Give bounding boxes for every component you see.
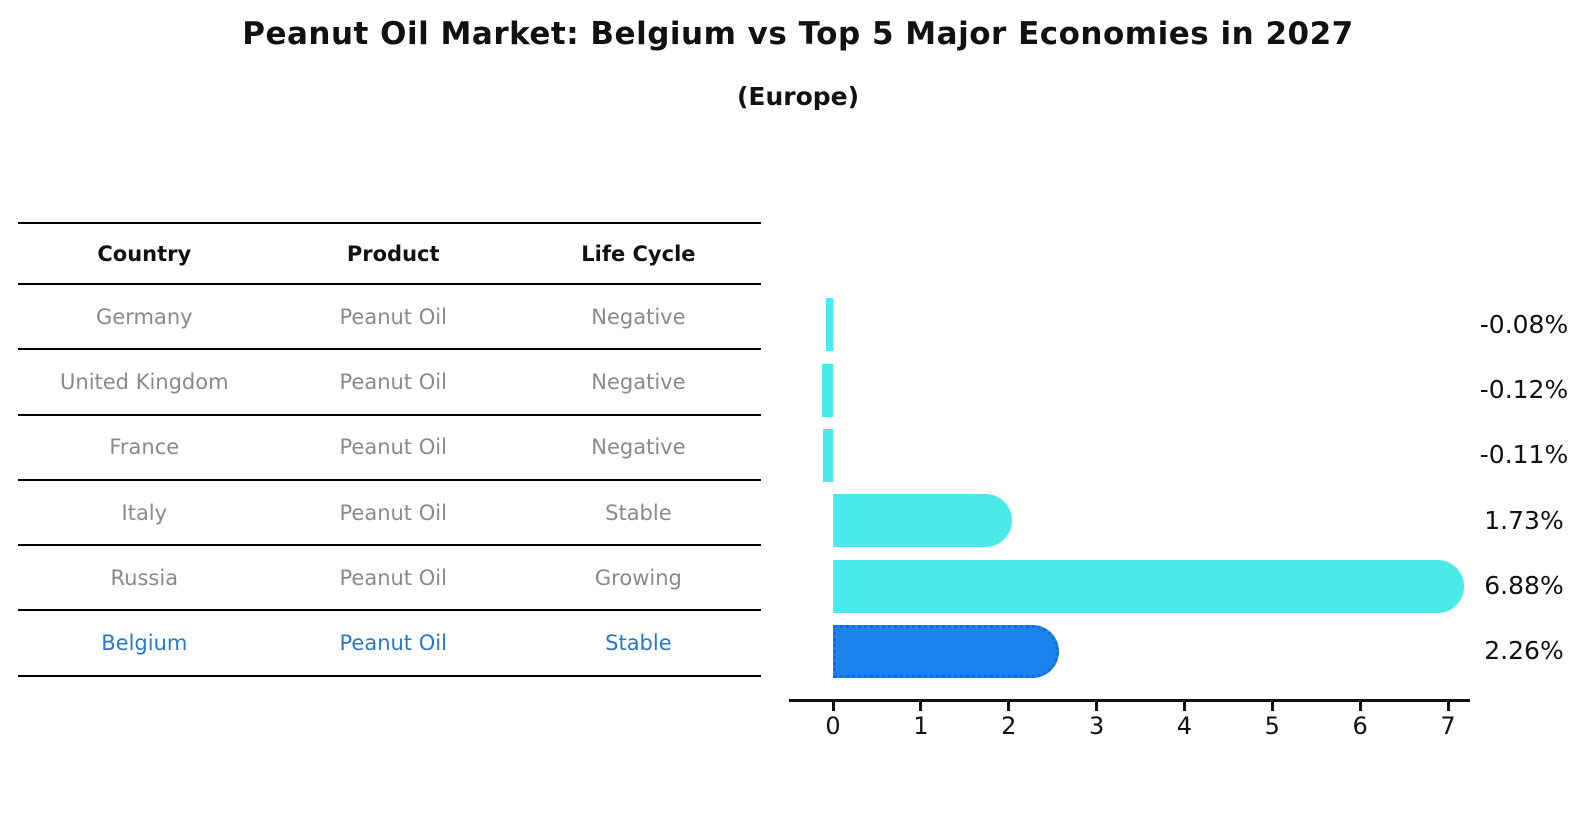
- x-tick-mark-3: [1095, 702, 1099, 711]
- country-cell: Belgium: [101, 631, 188, 656]
- life-cycle-cell: Stable: [605, 631, 672, 656]
- x-tick-label-3: 3: [1088, 712, 1105, 740]
- life-cycle-cell: Negative: [591, 304, 686, 329]
- product-cell: Peanut Oil: [339, 631, 447, 656]
- country-cell: France: [109, 435, 180, 460]
- product-cell: Peanut Oil: [339, 435, 447, 460]
- product-cell: Peanut Oil: [339, 500, 447, 525]
- table-row-italy: Italy Peanut Oil Stable: [18, 481, 761, 547]
- product-cell: Peanut Oil: [339, 369, 447, 394]
- x-tick-label-5: 5: [1264, 712, 1280, 740]
- x-tick-mark-6: [1358, 702, 1362, 711]
- x-tick-mark-5: [1270, 702, 1274, 711]
- country-cell: Germany: [96, 304, 193, 329]
- column-header-life-cycle: Life Cycle: [581, 241, 696, 266]
- x-tick-mark-4: [1182, 702, 1186, 711]
- x-tick-label-4: 4: [1176, 712, 1193, 740]
- bar-italy: [833, 494, 1012, 548]
- table-header-row: Country Product Life Cycle: [18, 222, 761, 285]
- value-label-united-kingdom: -0.12%: [1479, 375, 1569, 405]
- x-tick-label-2: 2: [1001, 712, 1017, 740]
- product-cell: Peanut Oil: [339, 304, 447, 329]
- table-row-united-kingdom: United Kingdom Peanut Oil Negative: [18, 350, 761, 416]
- value-label-germany: -0.08%: [1479, 309, 1569, 339]
- x-tick-label-1: 1: [913, 712, 929, 740]
- x-tick-mark-0: [831, 702, 835, 711]
- column-header-product: Product: [346, 241, 440, 266]
- x-tick-label-7: 7: [1440, 712, 1456, 740]
- table-row-france: France Peanut Oil Negative: [18, 416, 761, 481]
- table-row-belgium: Belgium Peanut Oil Stable: [18, 611, 761, 677]
- chart-title: Peanut Oil Market: Belgium vs Top 5 Majo…: [242, 16, 1354, 52]
- bar-belgium: [833, 624, 1059, 678]
- chart-subtitle: (Europe): [736, 82, 860, 111]
- x-tick-mark-7: [1446, 702, 1450, 711]
- bar-united-kingdom: [822, 363, 833, 417]
- bar-france: [823, 428, 833, 482]
- country-cell: United Kingdom: [60, 369, 229, 394]
- country-cell: Russia: [110, 565, 179, 590]
- x-tick-label-0: 0: [825, 712, 841, 740]
- x-tick-mark-1: [919, 702, 923, 711]
- life-cycle-cell: Negative: [591, 435, 686, 460]
- column-header-country: Country: [97, 241, 192, 266]
- bar-russia: [833, 559, 1465, 613]
- value-label-belgium: 2.26%: [1484, 636, 1564, 666]
- value-label-italy: 1.73%: [1484, 505, 1564, 535]
- value-label-russia: 6.88%: [1484, 571, 1564, 601]
- x-axis-line: [789, 699, 1470, 702]
- table-row-germany: Germany Peanut Oil Negative: [18, 285, 761, 351]
- x-tick-mark-2: [1007, 702, 1011, 711]
- life-cycle-cell: Growing: [594, 565, 682, 590]
- country-cell: Italy: [121, 500, 168, 525]
- bar-germany: [825, 298, 833, 352]
- product-cell: Peanut Oil: [339, 565, 447, 590]
- table-row-russia: Russia Peanut Oil Growing: [18, 546, 761, 612]
- life-cycle-cell: Negative: [591, 369, 686, 394]
- value-label-france: -0.11%: [1479, 440, 1569, 470]
- x-tick-label-6: 6: [1352, 712, 1368, 740]
- country-table: Country Product Life Cycle Germany Peanut…: [18, 222, 761, 677]
- life-cycle-cell: Stable: [605, 500, 672, 525]
- table-body: Germany Peanut Oil Negative United Kingdom P…: [18, 285, 761, 677]
